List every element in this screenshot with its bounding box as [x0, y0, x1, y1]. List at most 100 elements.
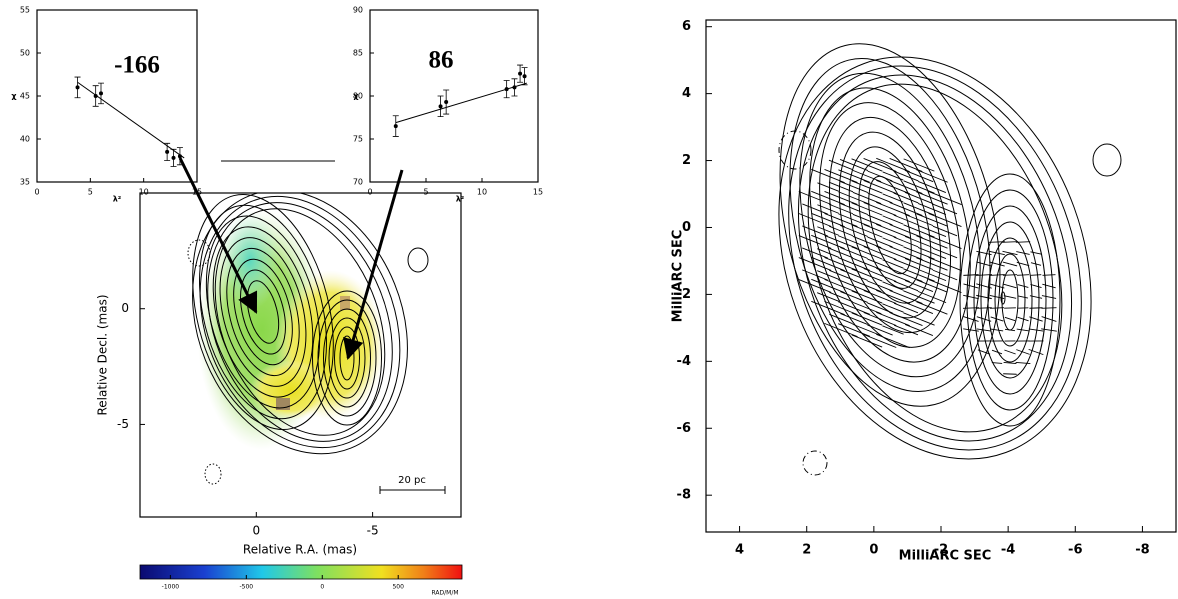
polarization-vector [890, 290, 923, 303]
x-tick-label: -2 [934, 543, 948, 558]
polarization-vector [853, 192, 881, 203]
polarization-vector [867, 281, 892, 291]
colorbar-tick-label: 500 [392, 584, 404, 591]
polarization-vector [917, 302, 948, 314]
y-tick-label: -4 [677, 354, 691, 369]
polarization-vector [890, 224, 923, 237]
polarization-vector [990, 308, 1004, 309]
polarization-vector [917, 258, 948, 270]
polarization-vector [817, 271, 839, 280]
y-tick-label: -8 [677, 488, 691, 503]
y-axis-label: χ [11, 92, 16, 101]
x-axis-label: Relative R.A. (mas) [243, 543, 357, 557]
contour [974, 206, 1046, 394]
plot-frame [706, 20, 1176, 532]
polarization-vector [853, 324, 882, 336]
polarization-vector [903, 291, 934, 303]
polarization-vector [853, 302, 882, 313]
contour [981, 222, 1039, 378]
polarization-vector [799, 280, 831, 293]
polarization-vector [976, 308, 992, 309]
polarization-vector [918, 269, 946, 280]
polarization-vector [852, 291, 882, 303]
x-tick-label: 5 [88, 188, 93, 197]
polarization-vector [1004, 296, 1016, 299]
x-tick-label: 4 [735, 543, 744, 558]
polarization-vector [1018, 285, 1029, 288]
polarization-vector [811, 213, 844, 226]
polarization-vector [1030, 284, 1041, 287]
polarization-vector [876, 334, 909, 347]
polarization-vector [929, 279, 962, 292]
polarization-vector [933, 248, 957, 258]
polarization-vector [904, 181, 935, 193]
x-tick-label: -4 [1001, 543, 1015, 558]
polarization-vector [1016, 252, 1029, 255]
x-tick-label: 0 [34, 188, 39, 197]
y-tick-label: 80 [353, 92, 363, 101]
scale-bar-label: 20 pc [398, 475, 426, 486]
x-axis-label: λ² [456, 195, 465, 204]
polarization-vector [811, 301, 844, 314]
polarization-vector [1017, 275, 1029, 276]
polarization-vector [864, 224, 897, 237]
polarization-vector [1041, 329, 1057, 331]
page: {"chart_data": [ {"type": "scatter", "ti… [0, 0, 1178, 599]
polarization-vector [1030, 252, 1041, 254]
polarization-vector [876, 202, 909, 215]
polarization-vector [929, 257, 962, 270]
x-tick-label: 0 [869, 543, 878, 558]
polarization-vector [917, 280, 948, 292]
polarization-vector [853, 280, 882, 291]
polarization-vector [852, 269, 883, 281]
polarization-vector [894, 281, 918, 291]
polarization-vector [890, 312, 923, 325]
scale-bar [380, 486, 445, 494]
y-tick-label: -6 [677, 421, 691, 436]
polarization-vector [811, 279, 844, 292]
contour [995, 254, 1025, 346]
y-tick-label: 50 [20, 49, 30, 58]
data-point [444, 100, 448, 104]
polarization-vector [876, 224, 909, 237]
x-tick-label: 0 [252, 524, 260, 538]
inset-title: -166 [114, 52, 160, 79]
data-point [523, 74, 527, 78]
colorbar-label: RAD/M/M [431, 590, 458, 597]
polarization-vector [1029, 329, 1043, 331]
y-tick-label: 35 [20, 178, 30, 187]
polarization-vector [840, 181, 868, 192]
data-point [505, 87, 509, 91]
polarization-vector [890, 246, 923, 259]
polarization-vector [905, 302, 933, 313]
polarization-vector [1017, 329, 1029, 331]
data-point [165, 150, 169, 154]
polarization-vector [864, 246, 897, 259]
data-point [518, 72, 522, 76]
polarization-vector [905, 280, 933, 291]
polarization-vector [868, 171, 893, 181]
polarization-vector [852, 203, 883, 215]
y-tick-label: 0 [121, 301, 129, 315]
polarization-vector [883, 238, 904, 246]
polarization-vector [817, 183, 838, 191]
polarization-vector [904, 247, 935, 259]
polarization-vector [918, 225, 946, 236]
polarization-vector [1016, 242, 1030, 243]
y-axis-label: MilliARC SEC [671, 230, 686, 323]
fit-line [78, 82, 185, 158]
y-tick-label: 90 [353, 6, 363, 15]
polarization-vector [933, 226, 957, 236]
polarization-vector [811, 257, 844, 270]
polarization-vector [1042, 284, 1055, 288]
polarization-vector [799, 192, 832, 205]
polarization-vector [864, 335, 896, 348]
x-tick-label: 10 [477, 188, 487, 197]
polarization-vector [840, 292, 867, 303]
polarization-vector [883, 260, 904, 268]
y-tick-label: 2 [682, 153, 691, 168]
y-tick-label: 75 [353, 135, 363, 144]
polarization-vector [868, 259, 893, 269]
data-point [394, 124, 398, 128]
polarization-vector [838, 170, 869, 182]
